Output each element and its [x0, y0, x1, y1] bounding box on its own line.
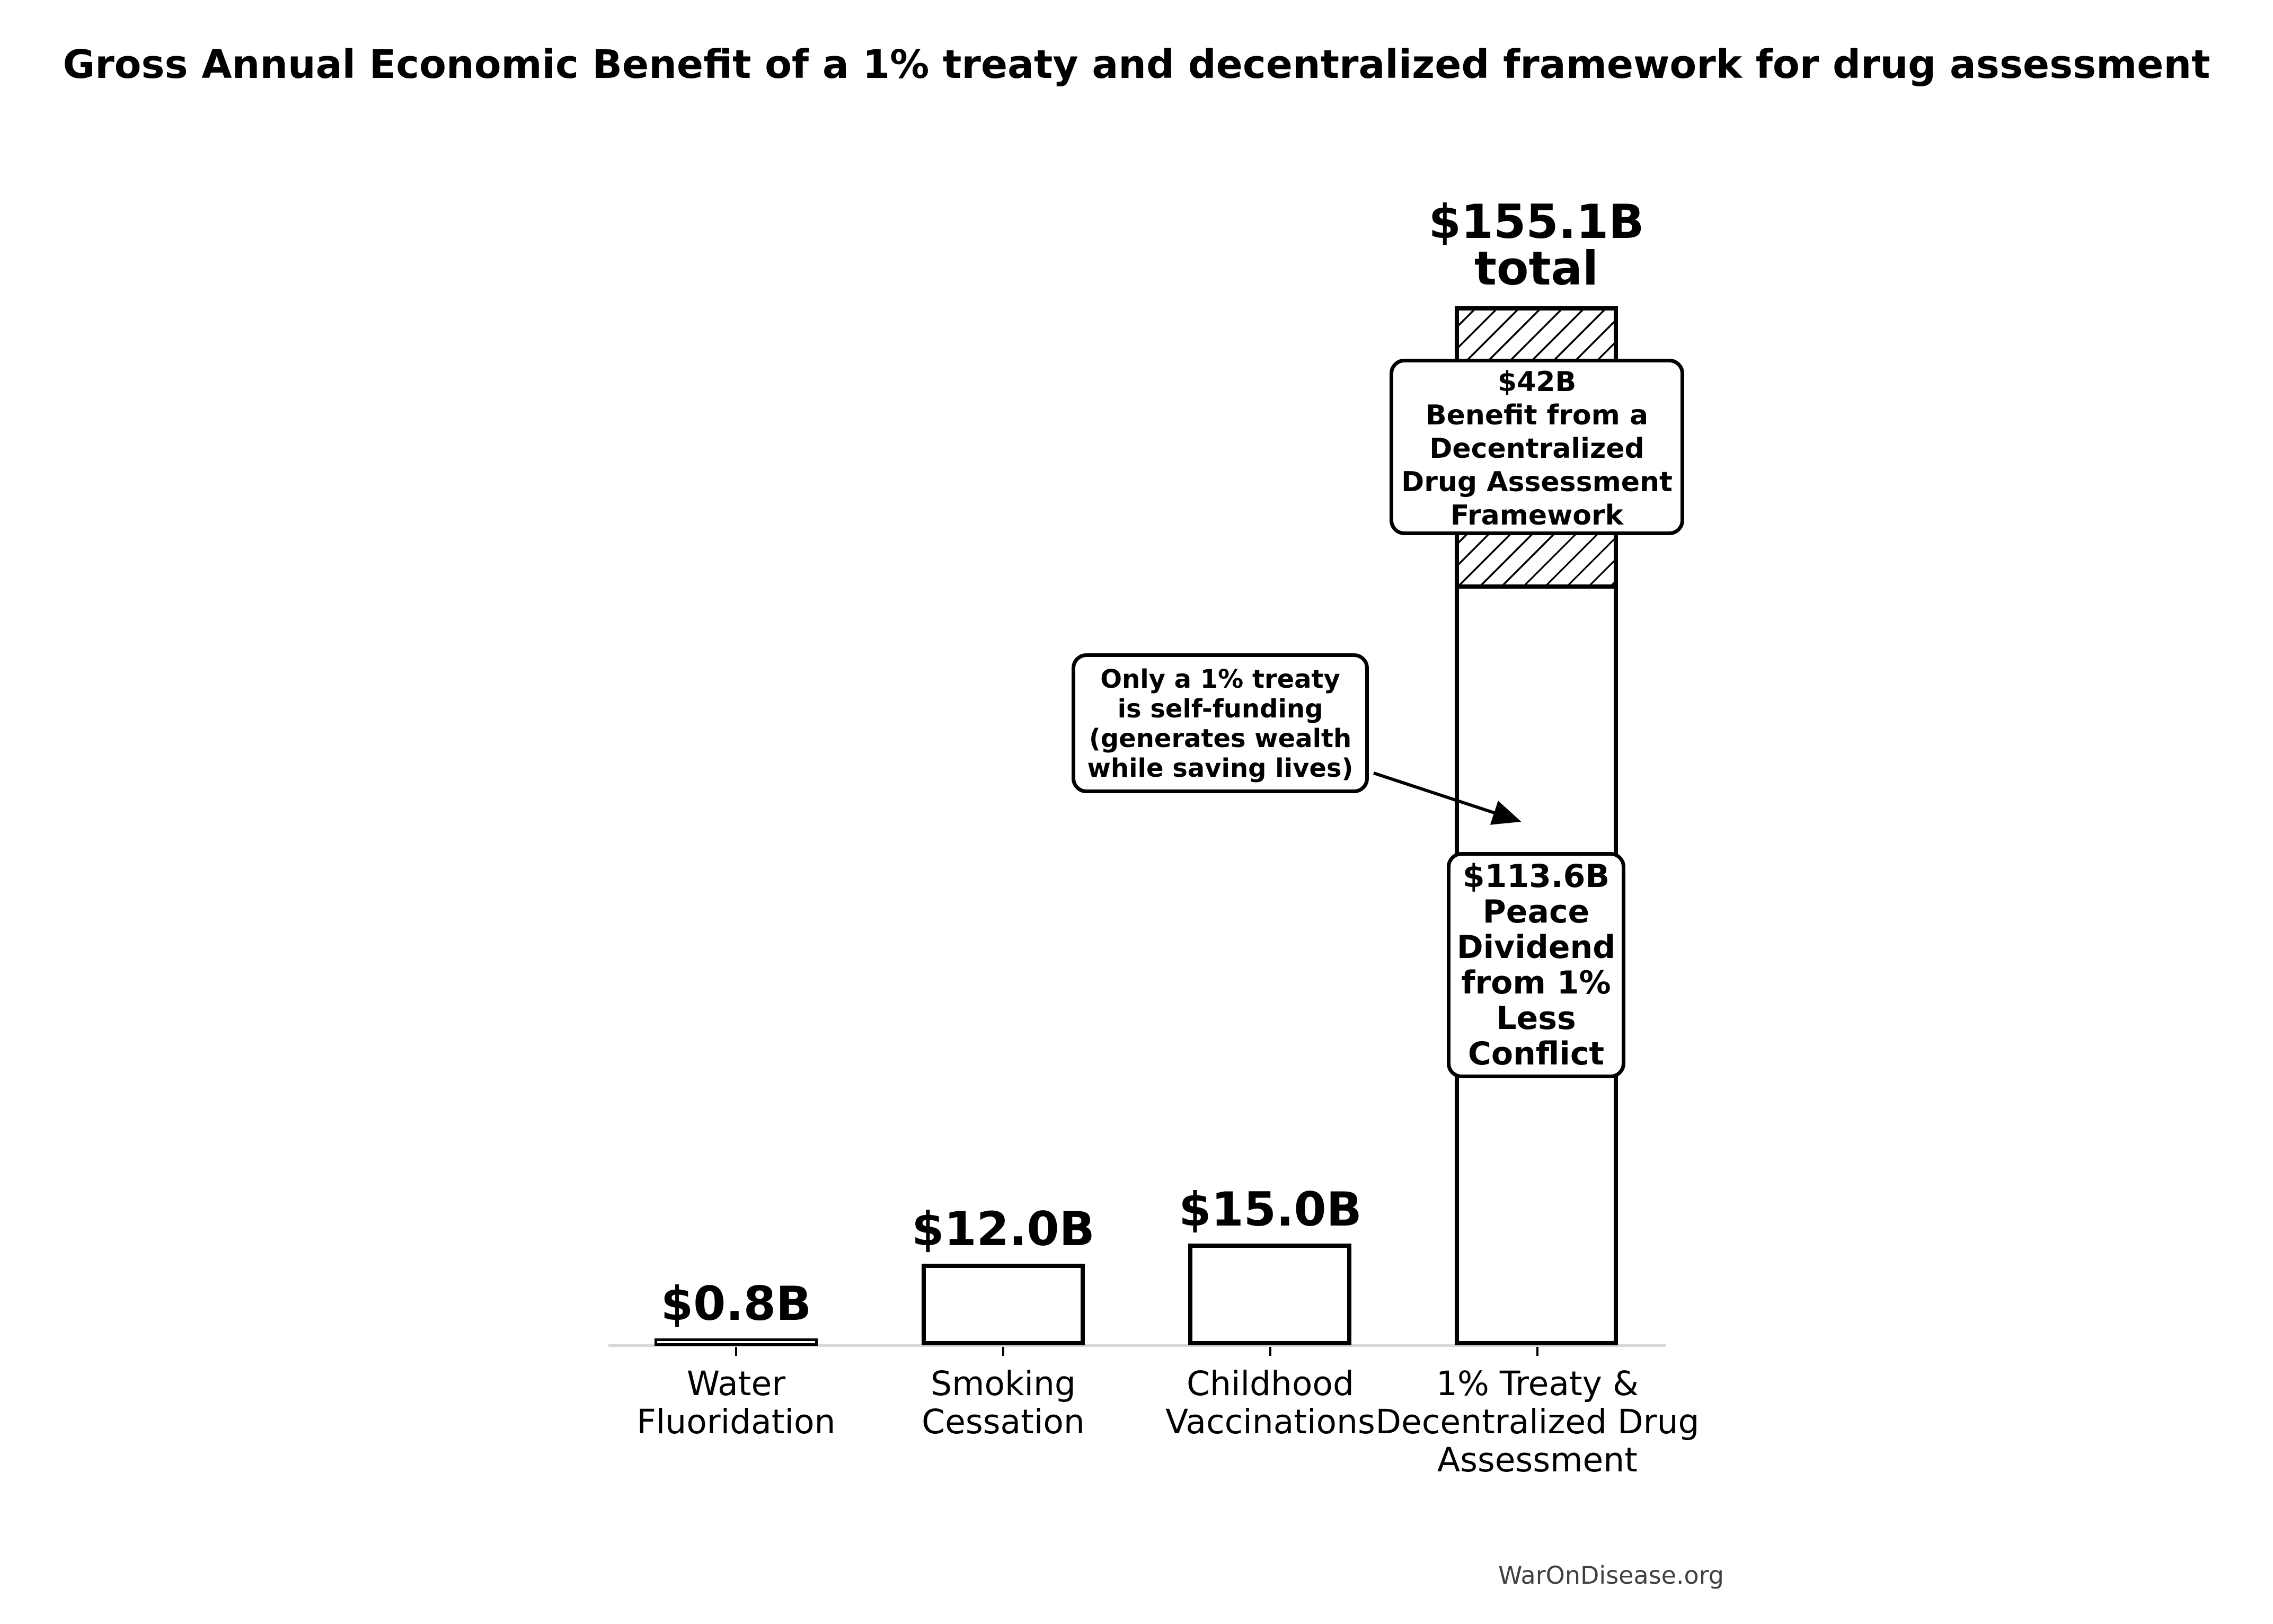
chart-title: Gross Annual Economic Benefit of a 1% tr… — [63, 42, 2210, 87]
x-tick-water-fluoridation — [735, 1347, 737, 1356]
xlabel-childhood-vaccinations: Childhood Vaccinations — [1165, 1364, 1375, 1441]
value-label-smoking-cessation: $12.0B — [912, 1202, 1095, 1256]
x-tick-treaty — [1536, 1347, 1538, 1356]
annotation-42b-box: $42B Benefit from a Decentralized Drug A… — [1390, 359, 1684, 535]
value-label-childhood-vaccinations: $15.0B — [1179, 1182, 1362, 1237]
xlabel-treaty: 1% Treaty & Decentralized Drug Assessmen… — [1375, 1364, 1700, 1479]
callout-arrow-icon — [1373, 771, 1522, 825]
value-label-water-fluoridation: $0.8B — [660, 1276, 812, 1331]
x-axis-line — [608, 1344, 1666, 1347]
total-value-label: $155.1B total — [1428, 194, 1644, 296]
bar-smoking-cessation — [922, 1264, 1085, 1345]
x-tick-smoking-cessation — [1002, 1347, 1004, 1356]
annotation-callout-box: Only a 1% treaty is self-funding (genera… — [1072, 653, 1369, 793]
xlabel-smoking-cessation: Smoking Cessation — [922, 1364, 1085, 1441]
xlabel-water-fluoridation: Water Fluoridation — [636, 1364, 836, 1441]
bar-water-fluoridation — [655, 1338, 818, 1346]
source-attribution: WarOnDisease.org — [1498, 1561, 1724, 1590]
annotation-113b-box: $113.6B Peace Dividend from 1% Less Conf… — [1447, 852, 1625, 1078]
x-tick-childhood-vaccinations — [1269, 1347, 1271, 1356]
bar-childhood-vaccinations — [1188, 1244, 1351, 1345]
